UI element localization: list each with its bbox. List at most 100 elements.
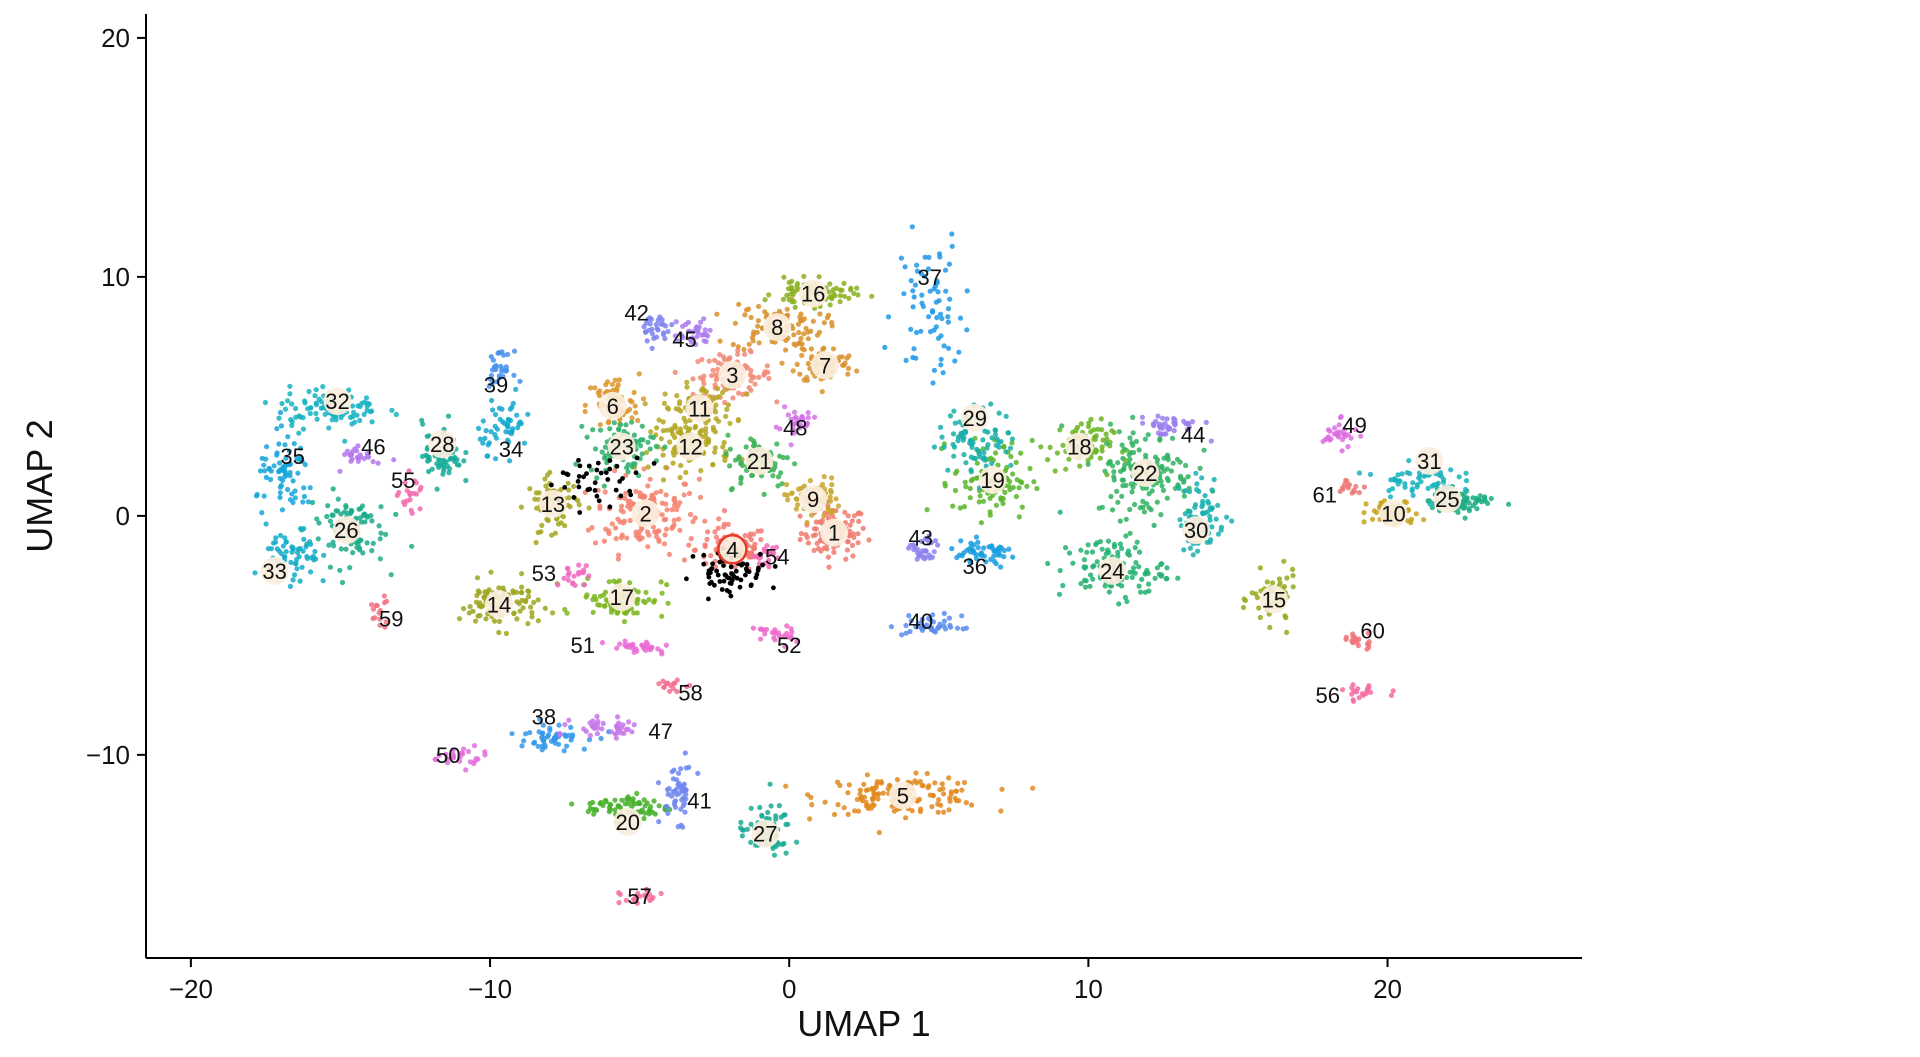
data-point xyxy=(1410,480,1416,486)
data-point xyxy=(476,425,482,431)
data-point xyxy=(672,804,679,810)
data-point xyxy=(755,318,762,324)
data-point xyxy=(597,602,603,608)
data-point xyxy=(579,423,585,429)
cluster-label-text: 4 xyxy=(726,537,738,562)
highlight-point xyxy=(730,577,735,583)
data-point xyxy=(924,770,930,777)
data-point xyxy=(615,382,621,388)
data-point xyxy=(935,289,941,295)
data-point xyxy=(503,429,509,435)
data-point xyxy=(393,411,399,418)
data-point xyxy=(674,393,680,399)
data-point xyxy=(1128,481,1134,487)
data-point xyxy=(557,732,563,738)
data-point xyxy=(262,468,268,474)
data-point xyxy=(357,417,363,424)
data-point xyxy=(729,486,735,492)
data-point xyxy=(329,417,335,423)
data-point xyxy=(612,807,618,813)
data-point xyxy=(641,815,647,822)
data-point xyxy=(829,482,835,488)
cluster-label-45: 45 xyxy=(672,327,696,352)
data-point xyxy=(499,368,505,374)
data-point xyxy=(771,852,778,858)
cluster-label-41: 41 xyxy=(687,788,711,813)
data-point xyxy=(1395,472,1401,478)
data-point xyxy=(1364,646,1370,652)
data-point xyxy=(656,819,662,825)
cluster-label-text: 9 xyxy=(807,487,819,512)
data-point xyxy=(263,521,269,527)
data-point xyxy=(299,458,305,464)
data-point xyxy=(1429,505,1435,511)
data-point xyxy=(1229,518,1235,524)
data-point xyxy=(262,399,268,406)
data-point xyxy=(369,518,375,524)
data-point xyxy=(920,303,927,310)
data-point xyxy=(525,621,531,627)
data-point xyxy=(1060,582,1066,589)
data-point xyxy=(885,314,892,320)
data-point xyxy=(661,684,667,690)
cluster-57-points xyxy=(616,886,664,906)
data-point xyxy=(949,231,955,237)
data-point xyxy=(701,316,707,322)
data-point xyxy=(642,803,648,809)
cluster-label-47: 47 xyxy=(648,719,672,744)
data-point xyxy=(520,605,526,611)
label-badge xyxy=(323,387,352,416)
data-point xyxy=(937,254,943,260)
data-point xyxy=(758,636,764,642)
data-point xyxy=(300,499,306,505)
data-point xyxy=(377,608,383,614)
data-point xyxy=(543,483,549,489)
data-point xyxy=(595,725,601,731)
cluster-label-text: 57 xyxy=(627,884,651,909)
cluster-label-text: 55 xyxy=(391,468,415,493)
data-point xyxy=(374,603,380,609)
data-point xyxy=(576,502,582,508)
data-point xyxy=(1387,494,1394,500)
data-point xyxy=(941,618,948,624)
data-point xyxy=(1122,594,1128,601)
data-point xyxy=(330,486,336,492)
cluster-label-text: 22 xyxy=(1133,461,1157,486)
data-point xyxy=(1218,527,1224,533)
data-point xyxy=(1091,563,1097,569)
data-point xyxy=(738,480,744,486)
data-point xyxy=(338,546,344,552)
data-point xyxy=(988,401,994,407)
data-point xyxy=(343,546,349,552)
data-point xyxy=(987,512,993,518)
data-point xyxy=(370,540,376,546)
data-point xyxy=(865,787,871,793)
data-point xyxy=(346,387,352,393)
data-point xyxy=(621,610,628,616)
data-point xyxy=(829,475,835,481)
data-point xyxy=(292,488,298,494)
data-point xyxy=(836,354,842,360)
data-point xyxy=(848,287,854,293)
data-point xyxy=(845,513,851,519)
data-point xyxy=(850,553,856,559)
highlight-point xyxy=(760,562,765,568)
highlight-point xyxy=(571,495,577,500)
data-point xyxy=(625,726,631,732)
data-point xyxy=(671,522,677,528)
data-point xyxy=(727,420,733,426)
label-badge xyxy=(763,313,792,342)
data-point xyxy=(1342,426,1348,432)
data-point xyxy=(556,741,562,747)
highlight-point xyxy=(719,587,725,592)
data-point xyxy=(660,321,666,327)
data-point xyxy=(1124,598,1130,605)
data-point xyxy=(922,556,928,562)
cluster-label-52: 52 xyxy=(777,633,801,658)
data-point xyxy=(648,645,655,651)
data-point xyxy=(937,787,943,793)
data-point xyxy=(684,684,690,690)
data-point xyxy=(440,463,447,469)
data-point xyxy=(971,455,977,461)
data-point xyxy=(590,806,596,813)
